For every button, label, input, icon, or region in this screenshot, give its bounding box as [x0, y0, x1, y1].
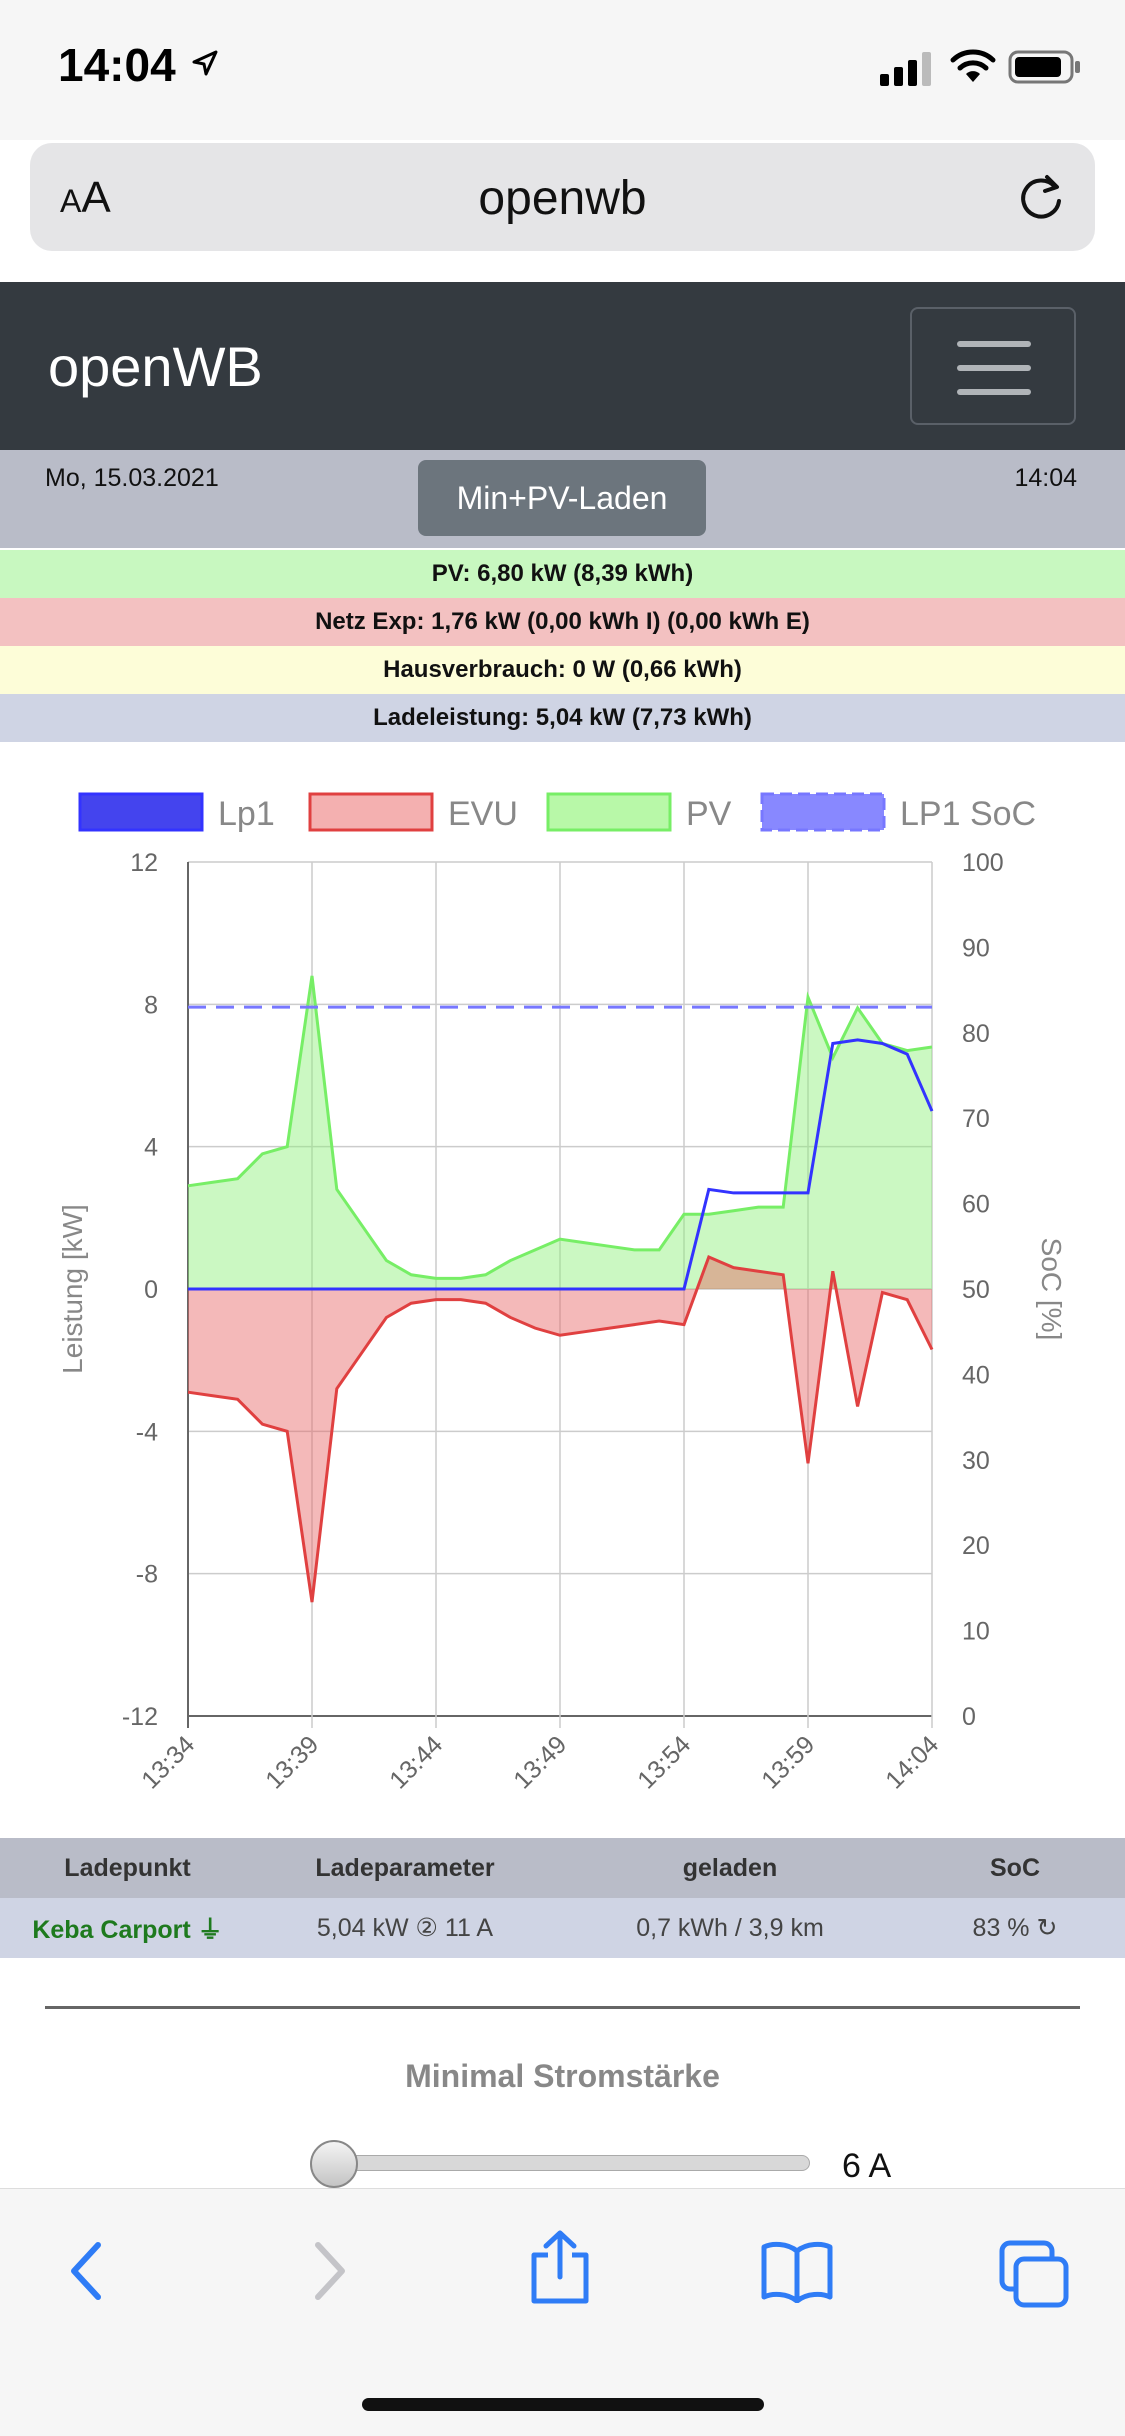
grid-summary: Netz Exp: 1,76 kW (0,00 kWh I) (0,00 kWh… [0, 598, 1125, 646]
status-time: 14:04 [58, 39, 176, 91]
browser-toolbar [0, 2188, 1125, 2436]
y-tick-label: -12 [122, 1703, 158, 1731]
y2-tick-label: 50 [962, 1276, 990, 1304]
signal-icon [880, 52, 931, 86]
y2-tick-label: 0 [962, 1703, 976, 1731]
refresh-icon[interactable]: ↻ [1036, 1914, 1058, 1942]
y2-tick-label: 90 [962, 934, 990, 962]
legend-swatch [760, 792, 886, 832]
min-current-value: 6 A [842, 2147, 892, 2185]
charged-amount: 0,7 kWh / 3,9 km [636, 1913, 824, 1942]
legend-label: EVU [448, 795, 518, 833]
charge-mode-button[interactable]: Min+PV-Laden [418, 460, 706, 536]
x-tick-label: 13:34 [136, 1730, 200, 1794]
y-tick-label: 4 [144, 1134, 158, 1162]
battery-icon [1008, 50, 1080, 84]
reader-text-size-button[interactable]: AA [60, 173, 111, 222]
share-icon[interactable] [528, 2229, 592, 2305]
header-geladen: geladen [682, 1853, 778, 1882]
min-current-label: Minimal Stromstärke [405, 2058, 720, 2094]
address-bar[interactable]: AA openwb [30, 143, 1095, 251]
legend-swatch [78, 792, 204, 832]
evu-area [188, 1256, 932, 1603]
header-ladepunkt: Ladepunkt [64, 1853, 191, 1882]
charge-parameters: 5,04 kW ② 11 A [316, 1914, 494, 1942]
legend-swatch [546, 792, 672, 832]
legend-label: Lp1 [218, 795, 275, 833]
y-tick-label: -4 [136, 1418, 158, 1446]
header-ladeparameter: Ladeparameter [315, 1853, 495, 1882]
y2-tick-label: 30 [962, 1447, 990, 1475]
evu-line [187, 1254, 934, 1603]
forward-icon[interactable] [304, 2239, 354, 2303]
brand-title[interactable]: openWB [48, 335, 263, 398]
house-summary: Hausverbrauch: 0 W (0,66 kWh) [0, 646, 1125, 694]
y2-tick-label: 70 [962, 1105, 990, 1133]
legend-swatch [308, 792, 434, 832]
x-tick-label: 13:54 [632, 1730, 696, 1794]
app-navbar: openWB [0, 282, 1125, 450]
pv-summary: PV: 6,80 kW (8,39 kWh) [0, 550, 1125, 598]
pv-line [187, 975, 933, 1280]
y-axis-label: Leistung [kW] [57, 1204, 88, 1374]
y2-axis-label: SoC [%] [1036, 1238, 1067, 1341]
legend-label: PV [686, 795, 732, 833]
min-current-slider-track[interactable] [330, 2155, 810, 2171]
y-tick-label: 8 [144, 991, 158, 1019]
location-icon [192, 50, 218, 76]
y2-tick-label: 100 [962, 849, 1004, 877]
x-tick-label: 13:59 [756, 1730, 820, 1794]
x-tick-label: 14:04 [880, 1730, 944, 1794]
table-header: Ladepunkt Ladeparameter geladen SoC [0, 1838, 1125, 1898]
status-bar: 14:04 [0, 0, 1125, 140]
y-tick-label: 0 [144, 1276, 158, 1304]
x-tick-label: 13:44 [384, 1730, 448, 1794]
y2-tick-label: 40 [962, 1361, 990, 1389]
y2-tick-label: 80 [962, 1020, 990, 1048]
header-soc: SoC [990, 1853, 1040, 1882]
home-indicator [362, 2398, 764, 2411]
current-time: 14:04 [1014, 464, 1077, 492]
url-host: openwb [478, 172, 647, 225]
y2-tick-label: 20 [962, 1532, 990, 1560]
x-tick-label: 13:39 [260, 1730, 324, 1794]
tabs-icon[interactable] [998, 2239, 1070, 2309]
back-icon[interactable] [62, 2239, 112, 2303]
bookmarks-icon[interactable] [760, 2239, 834, 2303]
legend-label: LP1 SoC [900, 795, 1036, 833]
plug-icon: ⏚ [197, 1916, 223, 1944]
current-date: Mo, 15.03.2021 [45, 464, 219, 492]
charge-point-table: Ladepunkt Ladeparameter geladen SoC Keba… [0, 1838, 1125, 1958]
charge-point-name[interactable]: Keba Carport ⏚ [32, 1916, 223, 1944]
info-bar: Mo, 15.03.2021 Min+PV-Laden 14:04 [0, 450, 1125, 548]
lp1-line [188, 1038, 934, 1291]
charging-summary: Ladeleistung: 5,04 kW (7,73 kWh) [0, 694, 1125, 742]
hamburger-icon [957, 341, 1031, 347]
x-tick-label: 13:49 [508, 1730, 572, 1794]
soc-value[interactable]: 83 % ↻ [972, 1914, 1058, 1942]
wifi-icon [950, 49, 996, 82]
y2-tick-label: 10 [962, 1618, 990, 1646]
menu-toggle-button[interactable] [910, 307, 1076, 425]
divider [45, 2006, 1080, 2009]
y-tick-label: 12 [130, 849, 158, 877]
min-current-slider-thumb[interactable] [310, 2140, 358, 2188]
y-tick-label: -8 [136, 1561, 158, 1589]
y2-tick-label: 60 [962, 1191, 990, 1219]
reload-icon[interactable] [1015, 171, 1067, 223]
pv-area [188, 975, 932, 1289]
table-row[interactable]: Keba Carport ⏚ 5,04 kW ② 11 A 0,7 kWh / … [0, 1898, 1125, 1958]
